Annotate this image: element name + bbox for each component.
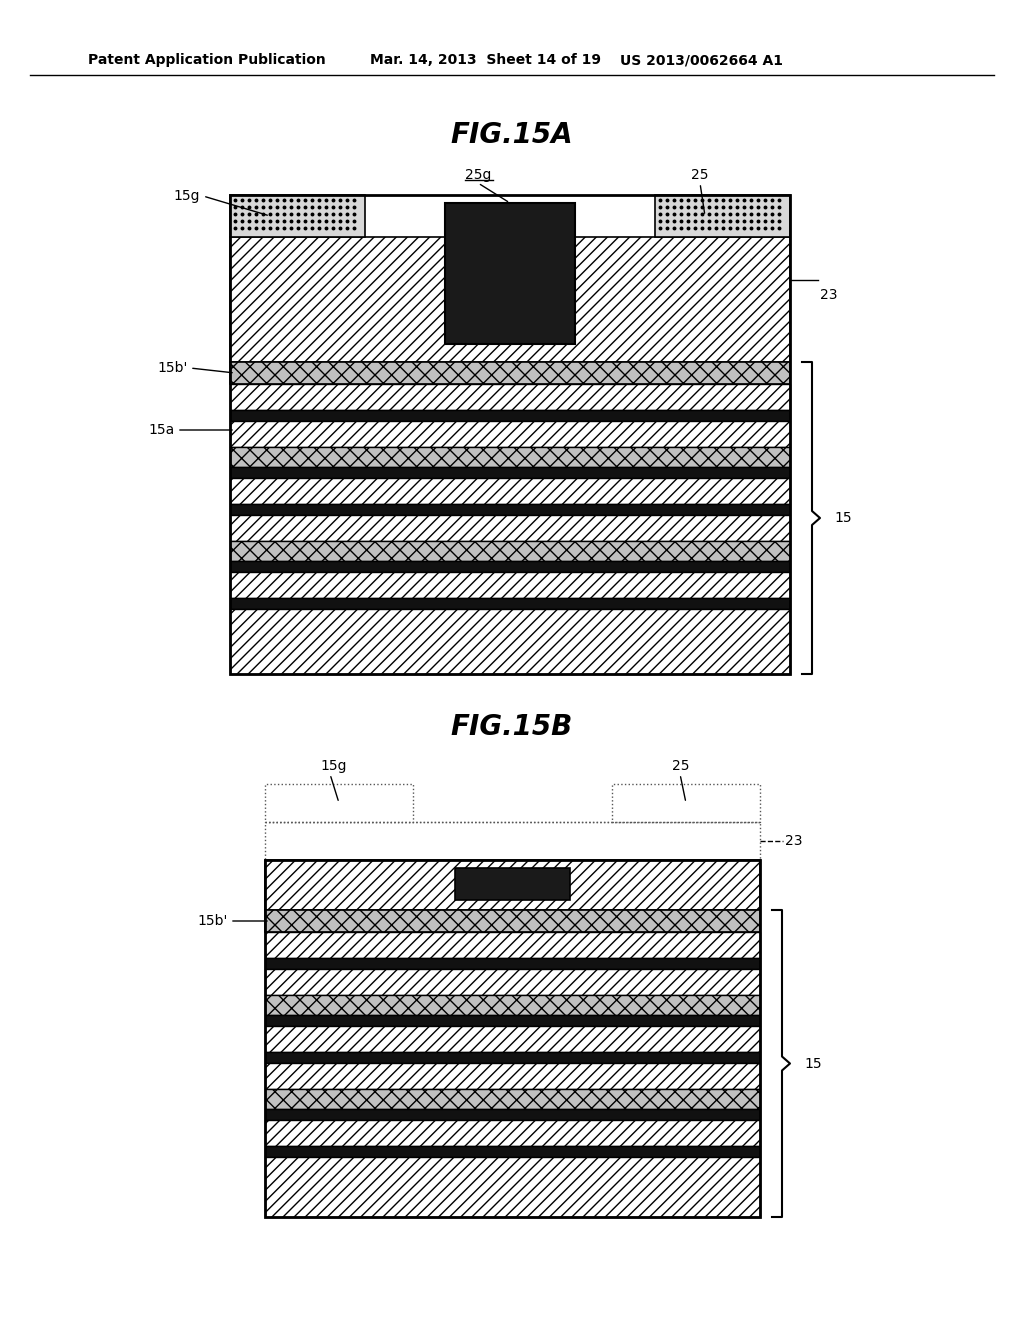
Bar: [230, 572, 790, 598]
Bar: [265, 1026, 760, 1052]
Bar: [230, 504, 790, 515]
Text: FIG.15A: FIG.15A: [451, 121, 573, 149]
Bar: [265, 1063, 760, 1089]
Bar: [265, 995, 760, 1015]
Bar: [455, 869, 570, 900]
Bar: [230, 598, 790, 609]
Text: 15: 15: [804, 1056, 821, 1071]
Bar: [265, 861, 760, 1217]
Bar: [265, 1158, 760, 1217]
Bar: [230, 411, 790, 421]
Bar: [265, 861, 760, 909]
Bar: [265, 822, 760, 861]
Bar: [230, 238, 790, 362]
Text: 23: 23: [820, 288, 838, 302]
Bar: [265, 1119, 760, 1146]
Bar: [230, 467, 790, 478]
Text: Patent Application Publication: Patent Application Publication: [88, 53, 326, 67]
Bar: [230, 561, 790, 572]
Bar: [265, 1015, 760, 1026]
Text: 15b': 15b': [158, 360, 188, 375]
Text: 25: 25: [672, 759, 689, 774]
Bar: [265, 969, 760, 995]
Bar: [265, 958, 760, 969]
Bar: [655, 195, 790, 238]
Bar: [265, 1146, 760, 1158]
Bar: [265, 1052, 760, 1063]
Bar: [230, 541, 790, 561]
Bar: [230, 447, 790, 467]
Bar: [265, 1089, 760, 1109]
Text: 25g: 25g: [465, 168, 492, 182]
Bar: [230, 362, 790, 384]
Bar: [265, 932, 760, 958]
Text: 15g: 15g: [173, 189, 200, 203]
Bar: [230, 515, 790, 541]
Text: US 2013/0062664 A1: US 2013/0062664 A1: [620, 53, 783, 67]
Bar: [230, 421, 790, 447]
Bar: [265, 909, 760, 932]
Bar: [265, 1109, 760, 1119]
Bar: [230, 609, 790, 675]
Bar: [230, 195, 790, 675]
Bar: [230, 384, 790, 411]
Text: 15a: 15a: [148, 422, 175, 437]
Text: 15g: 15g: [319, 759, 346, 774]
Text: 23: 23: [785, 834, 803, 847]
Text: 25: 25: [691, 168, 709, 182]
Text: Mar. 14, 2013  Sheet 14 of 19: Mar. 14, 2013 Sheet 14 of 19: [370, 53, 601, 67]
Bar: [445, 203, 575, 345]
Bar: [612, 784, 760, 822]
Bar: [230, 195, 365, 238]
Bar: [230, 478, 790, 504]
Text: FIG.15B: FIG.15B: [451, 713, 573, 741]
Bar: [265, 784, 413, 822]
Text: 15: 15: [834, 511, 852, 525]
Text: 15b': 15b': [198, 913, 228, 928]
